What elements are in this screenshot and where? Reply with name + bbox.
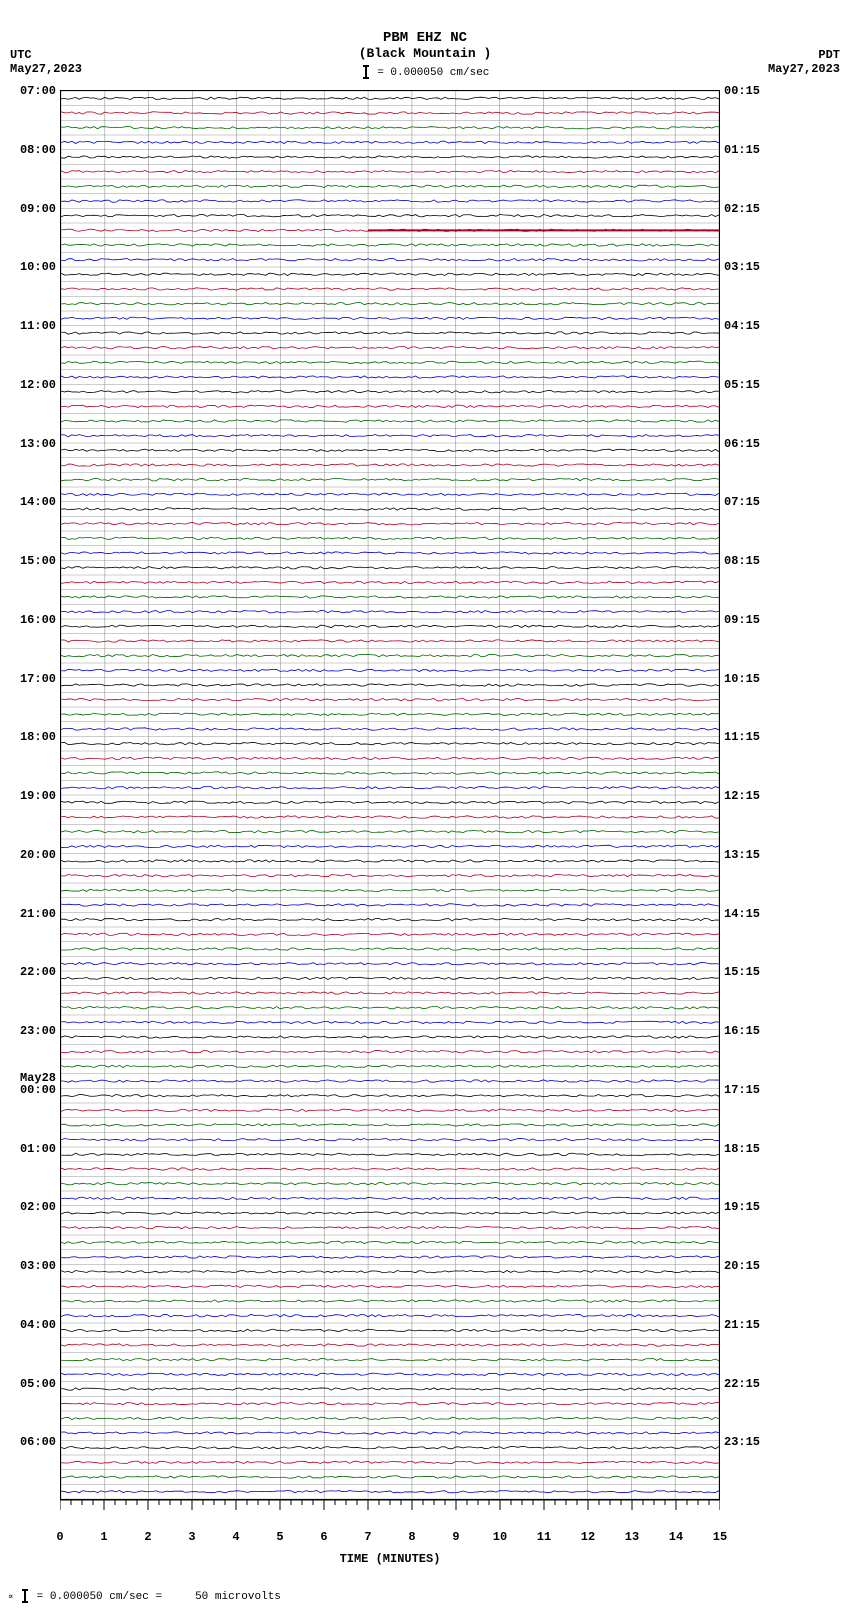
station-name: (Black Mountain ) [0,46,850,61]
pdt-hour-label: 14:15 [724,907,760,921]
utc-hour-label: 04:00 [20,1318,56,1332]
pdt-hour-label: 23:15 [724,1435,760,1449]
utc-hour-label: 18:00 [20,730,56,744]
pdt-hour-label: 10:15 [724,672,760,686]
x-tick-label: 10 [493,1530,507,1544]
pdt-hour-label: 12:15 [724,789,760,803]
pdt-hour-label: 17:15 [724,1083,760,1097]
helicorder-svg [61,91,719,1499]
utc-hour-label: 08:00 [20,143,56,157]
footer-text-right: 50 microvolts [195,1591,281,1603]
utc-hour-label: 10:00 [20,260,56,274]
pdt-hour-label: 20:15 [724,1259,760,1273]
x-tick-label: 3 [188,1530,195,1544]
pdt-hour-label: 07:15 [724,495,760,509]
x-tick-label: 6 [320,1530,327,1544]
pdt-hour-label: 22:15 [724,1377,760,1391]
utc-hour-label: 19:00 [20,789,56,803]
x-tick-label: 9 [452,1530,459,1544]
pdt-hour-label: 02:15 [724,202,760,216]
footer-text-left: = 0.000050 cm/sec = [37,1591,162,1603]
utc-hour-label: 02:00 [20,1200,56,1214]
utc-hour-label: 03:00 [20,1259,56,1273]
x-axis-ticks-svg [60,1500,720,1525]
x-tick-label: 0 [56,1530,63,1544]
x-tick-label: 11 [537,1530,551,1544]
station-code: PBM EHZ NC [0,30,850,46]
scale-note-text: = 0.000050 cm/sec [377,67,489,79]
pdt-hour-label: 13:15 [724,848,760,862]
pdt-hour-label: 08:15 [724,554,760,568]
x-tick-label: 12 [581,1530,595,1544]
pdt-hour-label: 06:15 [724,437,760,451]
utc-hour-label: 14:00 [20,495,56,509]
x-tick-label: 2 [144,1530,151,1544]
utc-time-labels: 07:0008:0009:0010:0011:0012:0013:0014:00… [0,90,58,1500]
helicorder-plot [60,90,720,1500]
utc-hour-label: 07:00 [20,84,56,98]
pdt-hour-label: 03:15 [724,260,760,274]
pdt-hour-label: 16:15 [724,1024,760,1038]
utc-hour-label: 05:00 [20,1377,56,1391]
x-tick-label: 4 [232,1530,239,1544]
x-tick-label: 14 [669,1530,683,1544]
utc-hour-label: 23:00 [20,1024,56,1038]
x-tick-label: 8 [408,1530,415,1544]
utc-hour-label: 12:00 [20,378,56,392]
utc-hour-label: 17:00 [20,672,56,686]
x-axis: 0123456789101112131415 TIME (MINUTES) [60,1500,720,1550]
pdt-hour-label: 04:15 [724,319,760,333]
x-tick-label: 13 [625,1530,639,1544]
x-tick-label: 1 [100,1530,107,1544]
x-tick-label: 7 [364,1530,371,1544]
utc-hour-label: 15:00 [20,554,56,568]
x-tick-label: 15 [713,1530,727,1544]
scale-bar-icon [363,65,369,79]
pdt-hour-label: 19:15 [724,1200,760,1214]
utc-hour-label: 22:00 [20,965,56,979]
x-tick-label: 5 [276,1530,283,1544]
utc-hour-label: 16:00 [20,613,56,627]
timezone-right: PDT [818,48,840,62]
pdt-hour-label: 15:15 [724,965,760,979]
pdt-hour-label: 21:15 [724,1318,760,1332]
utc-hour-label: 01:00 [20,1142,56,1156]
utc-hour-label: 06:00 [20,1435,56,1449]
pdt-time-labels: 00:1501:1502:1503:1504:1505:1506:1507:15… [722,90,782,1500]
utc-hour-label: 13:00 [20,437,56,451]
utc-hour-label: 21:00 [20,907,56,921]
utc-hour-label: 09:00 [20,202,56,216]
utc-hour-label: 00:00 [20,1083,56,1097]
scale-note: = 0.000050 cm/sec [0,65,850,79]
footer-scale: ∝ = 0.000050 cm/sec = 50 microvolts [8,1589,281,1603]
date-left: May27,2023 [10,62,82,76]
timezone-left: UTC [10,48,32,62]
scale-bar-icon [22,1589,28,1603]
utc-hour-label: 20:00 [20,848,56,862]
pdt-hour-label: 11:15 [724,730,760,744]
pdt-hour-label: 00:15 [724,84,760,98]
pdt-hour-label: 09:15 [724,613,760,627]
x-axis-title: TIME (MINUTES) [60,1552,720,1566]
date-right: May27,2023 [768,62,840,76]
utc-hour-label: 11:00 [20,319,56,333]
x-axis-tick-labels: 0123456789101112131415 [60,1530,720,1550]
pdt-hour-label: 05:15 [724,378,760,392]
pdt-hour-label: 01:15 [724,143,760,157]
chart-header: PBM EHZ NC (Black Mountain ) = 0.000050 … [0,30,850,79]
pdt-hour-label: 18:15 [724,1142,760,1156]
